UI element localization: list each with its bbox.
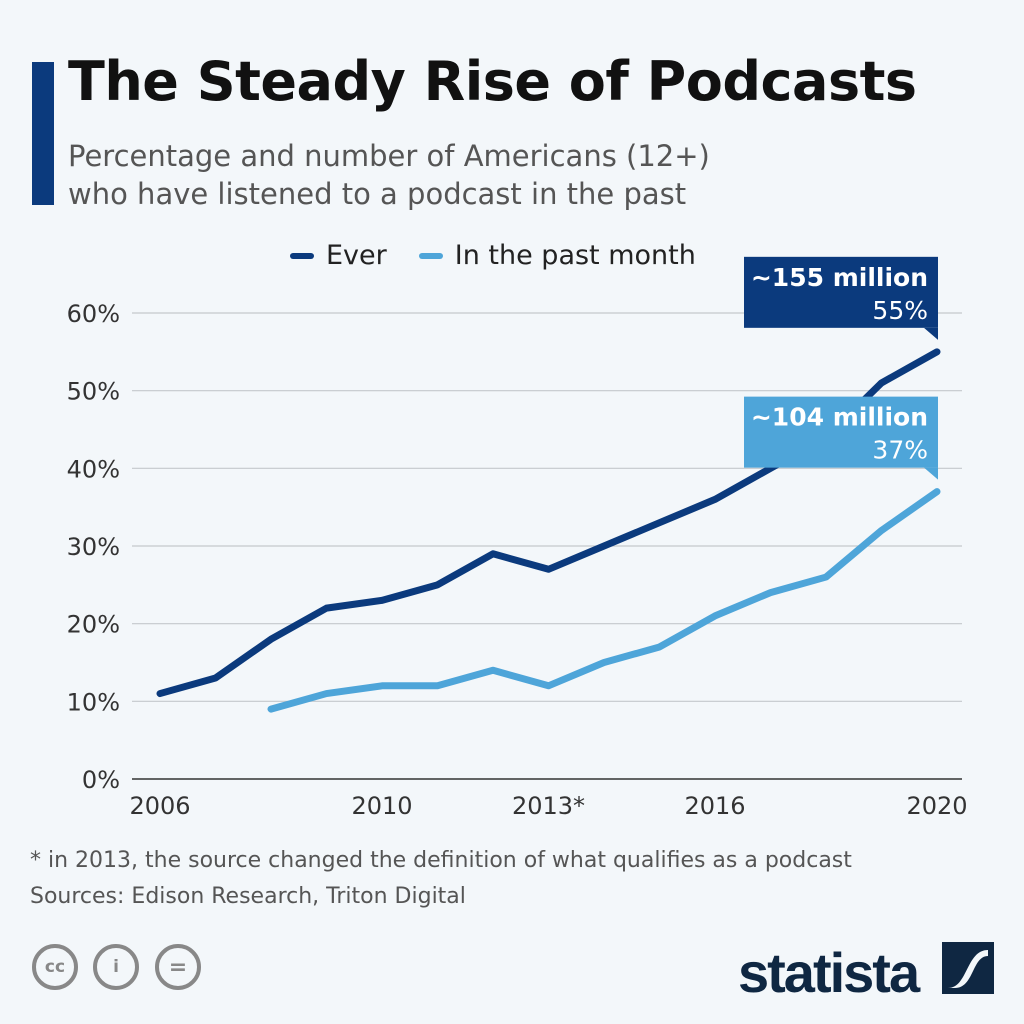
- annotation-label: ~155 million: [751, 263, 928, 292]
- y-tick-label: 20%: [67, 611, 120, 639]
- y-tick-label: 60%: [67, 300, 120, 328]
- annotation-box: [744, 396, 938, 468]
- legend-swatch: [290, 252, 314, 259]
- x-tick-label: 2006: [129, 792, 190, 820]
- annotation-label: ~104 million: [751, 403, 928, 432]
- legend: Ever In the past month: [290, 240, 696, 271]
- legend-label: Ever: [326, 240, 387, 271]
- x-tick-label: 2016: [684, 792, 745, 820]
- y-tick-label: 10%: [67, 688, 120, 716]
- subtitle-line-2: who have listened to a podcast in the pa…: [68, 177, 687, 211]
- page-title: The Steady Rise of Podcasts: [68, 50, 917, 113]
- annotation-pointer: [924, 327, 938, 340]
- cc-icon: cc: [32, 944, 78, 990]
- legend-item-past-month: In the past month: [418, 240, 696, 271]
- y-tick-label: 50%: [67, 378, 120, 406]
- statista-logo: statista: [738, 941, 920, 1004]
- annotation-value: 37%: [872, 436, 928, 465]
- x-tick-label: 2020: [906, 792, 967, 820]
- subtitle-line-1: Percentage and number of Americans (12+): [68, 139, 710, 173]
- title-accent-bar: [32, 62, 54, 205]
- legend-swatch: [418, 252, 443, 259]
- no-derivatives-icon: =: [155, 944, 201, 990]
- legend-item-ever: Ever: [290, 240, 387, 271]
- annotation-box: [744, 256, 938, 328]
- attribution-icon: i: [93, 944, 139, 990]
- legend-label: In the past month: [454, 240, 696, 271]
- subtitle: Percentage and number of Americans (12+)…: [68, 137, 968, 213]
- x-tick-label: 2010: [351, 792, 412, 820]
- x-tick-label: 2013*: [512, 792, 585, 820]
- annotation-value: 55%: [872, 296, 928, 325]
- y-tick-label: 30%: [67, 533, 120, 561]
- annotation-pointer: [924, 467, 938, 480]
- series-line-past-month: [267, 488, 941, 713]
- sources: Sources: Edison Research, Triton Digital: [30, 884, 466, 909]
- footnote: * in 2013, the source changed the defini…: [30, 848, 852, 873]
- y-tick-label: 40%: [67, 455, 120, 483]
- y-tick-label: 0%: [82, 766, 120, 794]
